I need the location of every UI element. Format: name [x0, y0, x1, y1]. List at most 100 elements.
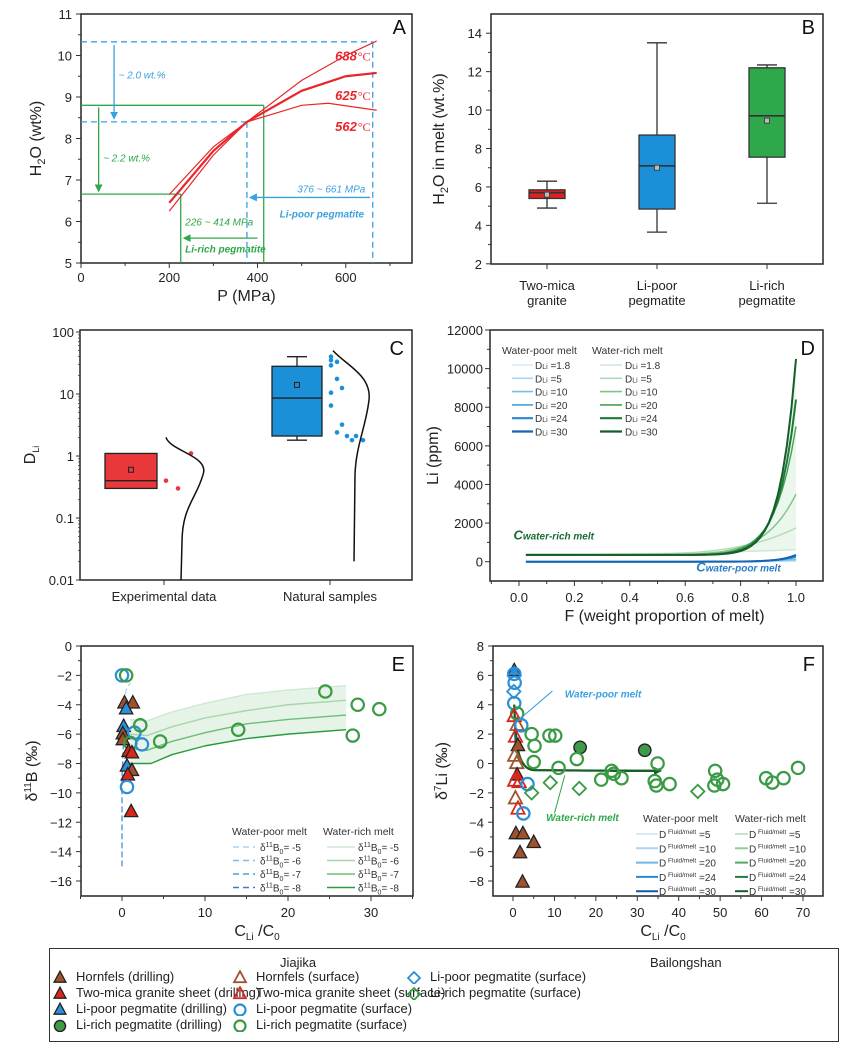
curve-water-rich-d30: [525, 358, 797, 556]
x-tick-label: 0: [509, 905, 516, 920]
legend-label: DLi =5: [625, 374, 652, 385]
y-tick-label: 14: [468, 26, 482, 41]
x-tick-label: 20: [281, 905, 295, 920]
legend-label: DLi =20: [625, 401, 658, 412]
panel-e: 0 10 20 30 0 −2 −4 −6 −8 −10 −12 −14 −16 CLi /C0 δ11B …: [23, 639, 414, 943]
data-point: [328, 363, 334, 368]
y-tick-label: −16: [50, 874, 72, 889]
legend-label: DLi =20: [535, 401, 568, 412]
x-tick-label: 50: [713, 905, 727, 920]
legend-label: δ11B0= -6: [260, 856, 301, 870]
legend-item-label: Two-mica granite sheet (surface): [256, 985, 446, 1000]
legend-item: Li-rich pegmatite (surface): [406, 985, 581, 1000]
panel-b: 2 4 6 8 10 12 14 H2O in melt (wt.%) B Two-micagra…: [431, 13, 824, 308]
temp-unit: °C: [358, 50, 371, 64]
y-tick-label: 4: [477, 698, 484, 713]
marker-lipoor-diamond: [406, 970, 422, 984]
legend-label: DLi =24: [625, 414, 658, 425]
legend-label: δ11B0= -5: [358, 842, 399, 856]
marker-lirich-surface: [707, 763, 723, 779]
legend-item-label: Li-rich pegmatite (surface): [430, 985, 581, 1000]
y-tick-label: 10: [468, 103, 482, 118]
marker-lirich-surface: [132, 718, 148, 733]
marker-lipoor-drilling: [52, 1001, 68, 1015]
legend-header-water-rich: Water-rich melt: [592, 345, 663, 357]
green-pegmatite-label: Li-rich pegmatite: [185, 245, 266, 256]
y-axis-title: δ7Li (‰): [433, 742, 451, 800]
water-poor-pointer: [518, 690, 553, 720]
marker-lipoor-surface: [119, 779, 135, 795]
marker-lipoor-surface: [516, 806, 531, 821]
y-tick-label: 12000: [447, 323, 483, 338]
marker-hornfels-drilling: [52, 969, 68, 983]
y-axis-title: H2O (wt%): [28, 101, 48, 176]
category-label: Natural samples: [283, 589, 377, 604]
x-tick-label: 60: [754, 905, 768, 920]
lirich-surface-marker-icon: [232, 1018, 248, 1032]
marker-lirich-surface: [118, 668, 134, 683]
data-point: [328, 354, 334, 359]
marker-lipoor-drilling: [118, 700, 134, 715]
panel-label: C: [390, 338, 404, 360]
y-tick-label: −14: [50, 845, 72, 860]
curve-water-rich-b0-8: [130, 729, 347, 765]
x-tick-label: 20: [589, 905, 603, 920]
data-point: [334, 376, 340, 382]
legend-header-water-rich: Water-rich melt: [735, 813, 806, 825]
marker-lirich-diamond: [523, 784, 540, 801]
box: [748, 67, 786, 158]
marker-lirich-surface: [230, 722, 246, 737]
data-point: [353, 433, 359, 439]
panel-label: A: [393, 17, 407, 39]
x-tick-label: 10: [547, 905, 561, 920]
legend-item: Two-mica granite sheet (surface): [232, 985, 445, 1000]
legend-label: DLi =1.8: [625, 361, 661, 372]
x-tick-label: 0.0: [510, 590, 528, 605]
marker-lipoor-surface: [506, 666, 522, 682]
legend-label: D Fluid/melt =24: [659, 872, 716, 884]
y-axis-title: Li (ppm): [425, 426, 442, 485]
marker-lirich-surface: [650, 756, 665, 771]
y-tick-label: 0.01: [49, 573, 74, 588]
marker-lirich-surface: [776, 770, 791, 786]
legend-label: δ11B0= -6: [358, 856, 399, 870]
legend-header-water-rich: Water-rich melt: [323, 826, 394, 838]
data-point: [334, 359, 340, 365]
marker-granite-drilling: [124, 744, 140, 759]
x-axis-title: F (weight proportion of melt): [564, 608, 764, 625]
box: [271, 365, 323, 437]
box: [104, 452, 158, 490]
legend-label: D Fluid/melt =5: [749, 829, 801, 841]
panel-d: 0.0 0.2 0.4 0.6 0.8 1.0 0 2000 4000 6000 8000 10000…: [425, 323, 824, 625]
marker-lirich-surface: [662, 776, 677, 792]
lipoor-surface-dia-marker-icon: [406, 970, 422, 984]
density-curve: [332, 350, 370, 562]
label-c-water-rich: Cwater-rich melt: [513, 527, 594, 542]
y-tick-label: 5: [65, 256, 72, 271]
legend-item: Li-rich pegmatite (drilling): [52, 1017, 222, 1032]
marker-lirich-surface: [551, 760, 566, 776]
marker-hornfels-drilling: [514, 873, 531, 888]
panel-c: 0.01 0.1 1 10 100 DLi C Experimental data Natura…: [22, 325, 413, 604]
hornfels-surface-marker-icon: [232, 969, 248, 984]
marker-lirich-surface: [233, 1018, 247, 1032]
mean-marker: [764, 117, 770, 124]
curve-water-rich-d20: [513, 704, 613, 772]
legend-item-label: Li-poor pegmatite (surface): [430, 969, 587, 984]
y-tick-label: 0: [476, 555, 483, 570]
legend-item: Li-poor pegmatite (surface): [232, 1001, 412, 1016]
legend-item-label: Li-rich pegmatite (surface): [256, 1017, 407, 1032]
y-axis-title: δ11B (‰): [23, 740, 41, 801]
granite-surface-marker-icon: [232, 985, 248, 1000]
legend-header-water-poor: Water-poor melt: [502, 345, 577, 357]
x-tick-label: 40: [671, 905, 685, 920]
legend-item: Hornfels (drilling): [52, 969, 174, 984]
curve-688c: [168, 40, 377, 212]
curve-water-rich-d30: [513, 704, 654, 772]
legend-label: δ11B0= -5: [260, 842, 301, 856]
lirich-surface-dia-marker-icon: [406, 986, 422, 1000]
y-tick-label: −6: [469, 845, 484, 860]
data-point: [360, 437, 366, 443]
x-tick-label: 0.6: [676, 590, 694, 605]
